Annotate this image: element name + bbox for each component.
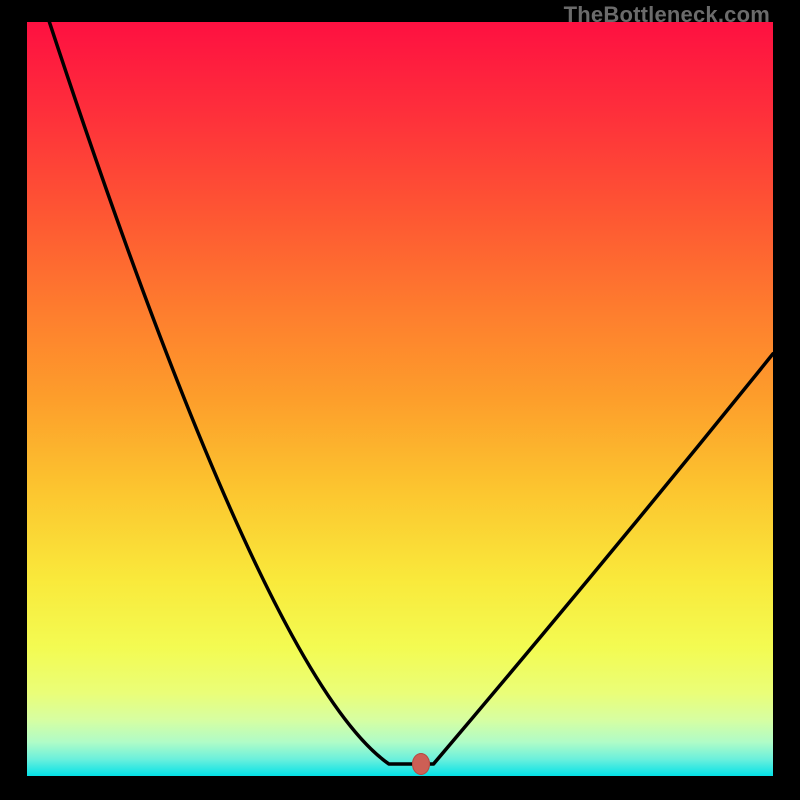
plot-area (27, 22, 773, 776)
optimal-point-marker (412, 753, 430, 775)
chart-stage: TheBottleneck.com (0, 0, 800, 800)
bottleneck-curve (27, 22, 773, 776)
watermark-text: TheBottleneck.com (564, 2, 770, 28)
